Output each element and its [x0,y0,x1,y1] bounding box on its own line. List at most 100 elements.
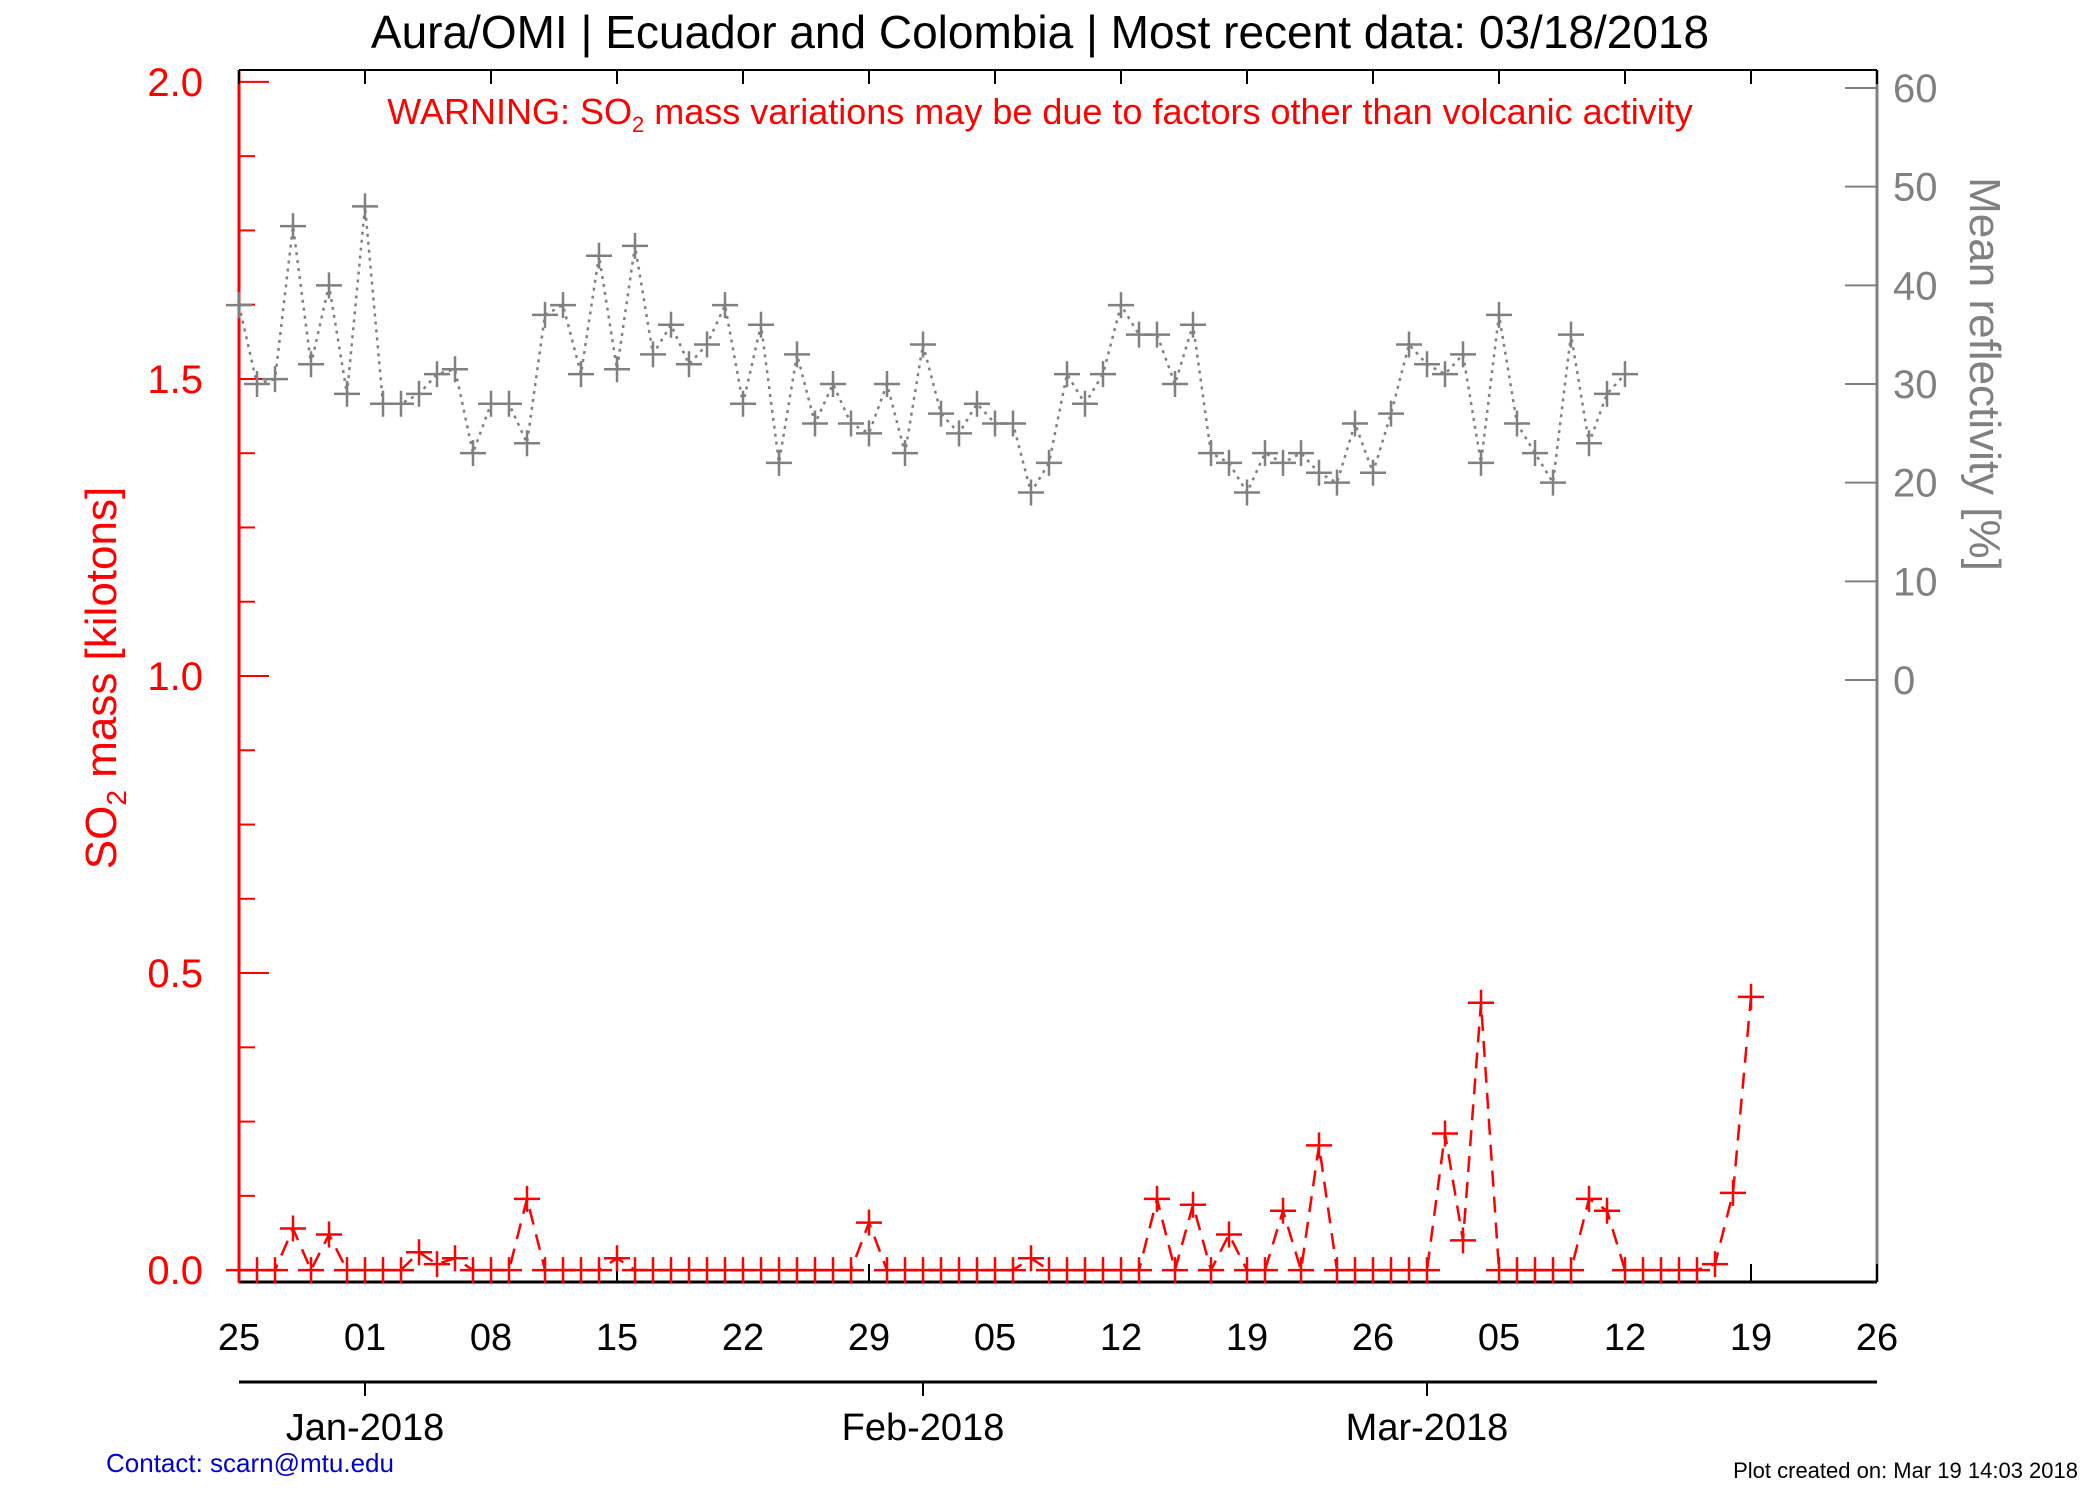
reflectivity-point [550,292,576,319]
left-tick-label: 1.5 [147,358,203,402]
reflectivity-point [244,371,270,397]
so2-point [280,1215,306,1242]
reflectivity-point [730,390,756,417]
so2-point [1576,1185,1602,1212]
right-tick-label: 20 [1893,462,1938,506]
reflectivity-point [1072,390,1098,417]
x-tick-label: 22 [722,1317,764,1359]
x-tick-label: 19 [1730,1317,1772,1359]
reflectivity-point [604,356,630,383]
reflectivity-point [1234,479,1260,506]
axes: 0.0 0.5 1.0 1.5 2.0 0 10 20 30 40 50 60 25 01 08 15 22 29… [147,61,1937,1449]
reflectivity-point [1000,410,1026,437]
reflectivity-point [1342,410,1368,437]
so2-point [1684,1257,1710,1284]
reflectivity-point [964,390,990,417]
reflectivity-point [514,430,540,457]
so2-point [1198,1257,1224,1284]
reflectivity-point [1468,449,1494,476]
so2-point [262,1257,288,1284]
reflectivity-point [766,449,792,476]
contact-link[interactable]: Contact: scarn@mtu.edu [106,1448,394,1478]
so2-point [1270,1197,1296,1224]
so2-point [1306,1132,1332,1159]
reflectivity-point [406,380,432,407]
so2-point [1252,1257,1278,1284]
reflectivity-point [1198,440,1224,467]
reflectivity-point [1360,459,1386,486]
so2-point [1468,989,1494,1016]
right-tick-label: 0 [1893,659,1915,703]
so2-point [1414,1257,1440,1284]
so2-point [1720,1179,1746,1206]
reflectivity-point [622,232,648,259]
so2-point [1144,1185,1170,1212]
so2-point [1018,1245,1044,1272]
reflectivity-point [1144,321,1170,348]
right-tick-label: 10 [1893,560,1938,604]
so2-point [586,1257,612,1284]
reflectivity-point [1162,371,1188,397]
reflectivity-point [316,272,342,299]
reflectivity-point [1090,361,1116,388]
chart-title: Aura/OMI | Ecuador and Colombia | Most r… [371,6,1709,58]
reflectivity-point [1216,449,1242,476]
so2-point [496,1257,522,1284]
left-tick-label: 0.0 [147,1249,203,1293]
reflectivity-point [280,213,306,240]
so2-point [388,1257,414,1284]
reflectivity-point [568,361,594,388]
reflectivity-point [1288,440,1314,467]
reflectivity-point [1054,361,1080,388]
so2-point [604,1245,630,1272]
reflectivity-point [820,371,846,397]
x-tick-label: 05 [974,1317,1016,1359]
so2-point [1450,1227,1476,1254]
so2-point [406,1239,432,1266]
reflectivity-point [676,351,702,378]
so2-point [1594,1197,1620,1224]
reflectivity-point [838,410,864,437]
reflectivity-point [1378,400,1404,427]
x-tick-label: 12 [1604,1317,1646,1359]
reflectivity-point [1522,440,1548,467]
reflectivity-point [352,193,378,220]
reflectivity-point [1252,440,1278,467]
reflectivity-point [1324,469,1350,496]
x-tick-label: 29 [848,1317,890,1359]
so2-point [1702,1251,1728,1278]
month-label: Jan-2018 [286,1407,444,1449]
series-layer [226,193,1764,1284]
reflectivity-point [1558,321,1584,348]
reflectivity-point [712,292,738,319]
so2-line [239,996,1753,1275]
reflectivity-point [1306,459,1332,486]
reflectivity-point [1018,479,1044,506]
x-tick-label: 05 [1478,1317,1520,1359]
so2-point [1738,983,1764,1010]
so2-point [1288,1257,1314,1284]
reflectivity-line [237,206,1626,496]
right-tick-label: 50 [1893,166,1938,210]
reflectivity-point [586,242,612,269]
so2-point [442,1245,468,1272]
reflectivity-point [334,380,360,407]
reflectivity-point [946,420,972,447]
reflectivity-point [1576,430,1602,457]
x-tick-label: 08 [470,1317,512,1359]
left-tick-label: 1.0 [147,655,203,699]
reflectivity-point [1036,449,1062,476]
reflectivity-point [1270,449,1296,476]
x-tick-label: 25 [218,1317,260,1359]
right-tick-label: 30 [1893,363,1938,407]
reflectivity-point [1180,311,1206,338]
reflectivity-point [388,390,414,417]
reflectivity-point [1486,301,1512,328]
so2-point [1432,1120,1458,1147]
reflectivity-point [748,311,774,338]
reflectivity-point [694,331,720,358]
reflectivity-point [1540,469,1566,496]
x-tick-label: 15 [596,1317,638,1359]
reflectivity-point [496,390,522,417]
reflectivity-point [1612,361,1638,388]
